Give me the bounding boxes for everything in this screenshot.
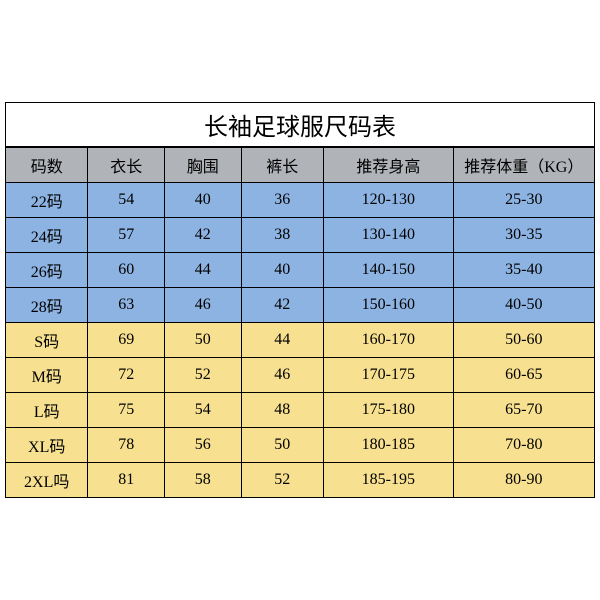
table-cell: 35-40 <box>453 253 594 288</box>
table-cell: 22码 <box>6 183 88 218</box>
table-cell: 175-180 <box>324 393 454 428</box>
table-row: 22码544036120-13025-30 <box>6 183 595 218</box>
table-row: XL码785650180-18570-80 <box>6 428 595 463</box>
table-cell: 75 <box>88 393 165 428</box>
table-cell: 63 <box>88 288 165 323</box>
table-cell: 28码 <box>6 288 88 323</box>
table-row: 28码634642150-16040-50 <box>6 288 595 323</box>
table-cell: 56 <box>165 428 242 463</box>
table-cell: 2XL吗 <box>6 463 88 498</box>
table-cell: 70-80 <box>453 428 594 463</box>
table-cell: 52 <box>241 463 323 498</box>
col-header-weight: 推荐体重（KG） <box>453 147 594 183</box>
table-cell: 69 <box>88 323 165 358</box>
table-cell: 78 <box>88 428 165 463</box>
table-cell: 40 <box>165 183 242 218</box>
table-title: 长袖足球服尺码表 <box>6 103 595 148</box>
table-cell: 25-30 <box>453 183 594 218</box>
table-row: 24码574238130-14030-35 <box>6 218 595 253</box>
table-cell: 170-175 <box>324 358 454 393</box>
table-cell: 46 <box>241 358 323 393</box>
table-cell: 42 <box>165 218 242 253</box>
table-cell: 52 <box>165 358 242 393</box>
table-row: S码695044160-17050-60 <box>6 323 595 358</box>
table-cell: 160-170 <box>324 323 454 358</box>
col-header-pants: 裤长 <box>241 147 323 183</box>
table-cell: L码 <box>6 393 88 428</box>
table-cell: 130-140 <box>324 218 454 253</box>
table-row: 26码604440140-15035-40 <box>6 253 595 288</box>
table-cell: 120-130 <box>324 183 454 218</box>
table-cell: 30-35 <box>453 218 594 253</box>
table-cell: 26码 <box>6 253 88 288</box>
table-cell: 80-90 <box>453 463 594 498</box>
table-cell: 24码 <box>6 218 88 253</box>
size-chart-table: 长袖足球服尺码表 码数 衣长 胸围 裤长 推荐身高 推荐体重（KG） 22码54… <box>5 102 595 498</box>
col-header-length: 衣长 <box>88 147 165 183</box>
table-cell: 185-195 <box>324 463 454 498</box>
table-cell: 50 <box>241 428 323 463</box>
table-cell: 65-70 <box>453 393 594 428</box>
size-chart-container: 长袖足球服尺码表 码数 衣长 胸围 裤长 推荐身高 推荐体重（KG） 22码54… <box>5 102 595 498</box>
table-cell: 54 <box>88 183 165 218</box>
table-cell: S码 <box>6 323 88 358</box>
table-cell: 58 <box>165 463 242 498</box>
table-row: M码725246170-17560-65 <box>6 358 595 393</box>
header-row: 码数 衣长 胸围 裤长 推荐身高 推荐体重（KG） <box>6 147 595 183</box>
table-cell: 38 <box>241 218 323 253</box>
table-cell: 50-60 <box>453 323 594 358</box>
table-cell: 180-185 <box>324 428 454 463</box>
col-header-chest: 胸围 <box>165 147 242 183</box>
table-cell: 50 <box>165 323 242 358</box>
table-cell: XL码 <box>6 428 88 463</box>
table-cell: 57 <box>88 218 165 253</box>
table-cell: 72 <box>88 358 165 393</box>
col-header-height: 推荐身高 <box>324 147 454 183</box>
table-row: L码755448175-18065-70 <box>6 393 595 428</box>
table-cell: 81 <box>88 463 165 498</box>
table-cell: 44 <box>165 253 242 288</box>
table-cell: 46 <box>165 288 242 323</box>
table-cell: 40 <box>241 253 323 288</box>
table-cell: 150-160 <box>324 288 454 323</box>
title-row: 长袖足球服尺码表 <box>6 103 595 148</box>
table-cell: 36 <box>241 183 323 218</box>
table-cell: 42 <box>241 288 323 323</box>
table-cell: 60-65 <box>453 358 594 393</box>
table-cell: 60 <box>88 253 165 288</box>
table-cell: 40-50 <box>453 288 594 323</box>
table-row: 2XL吗815852185-19580-90 <box>6 463 595 498</box>
table-cell: 140-150 <box>324 253 454 288</box>
table-cell: M码 <box>6 358 88 393</box>
table-cell: 54 <box>165 393 242 428</box>
table-cell: 44 <box>241 323 323 358</box>
col-header-size: 码数 <box>6 147 88 183</box>
table-cell: 48 <box>241 393 323 428</box>
